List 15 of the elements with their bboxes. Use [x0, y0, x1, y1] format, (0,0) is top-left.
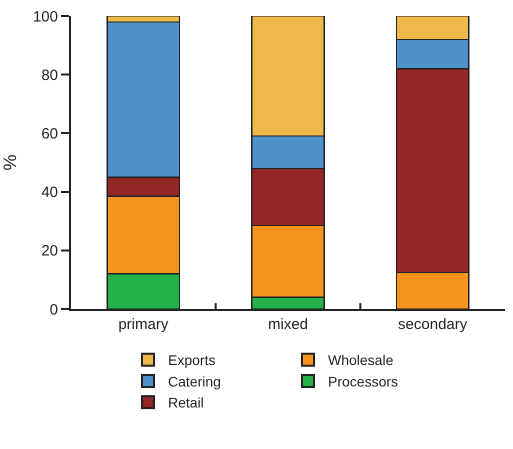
y-axis-title: %: [0, 154, 20, 171]
legend-label: Wholesale: [328, 352, 394, 368]
y-tick-label: 20: [41, 242, 58, 260]
legend-label: Catering: [168, 373, 221, 390]
x-tick-label: mixed: [268, 316, 308, 333]
legend-label: Retail: [168, 394, 204, 411]
legend-label: Exports: [168, 352, 216, 368]
x-tick-label: primary: [118, 316, 169, 333]
y-tick-label: 40: [41, 184, 58, 202]
y-tick-label: 60: [41, 125, 58, 142]
y-tick-label: 0: [50, 301, 58, 318]
x-tick-label: secondary: [398, 316, 468, 333]
legend-label: Processors: [328, 373, 398, 390]
y-tick-label: 100: [32, 8, 58, 26]
y-tick-label: 80: [41, 66, 58, 84]
